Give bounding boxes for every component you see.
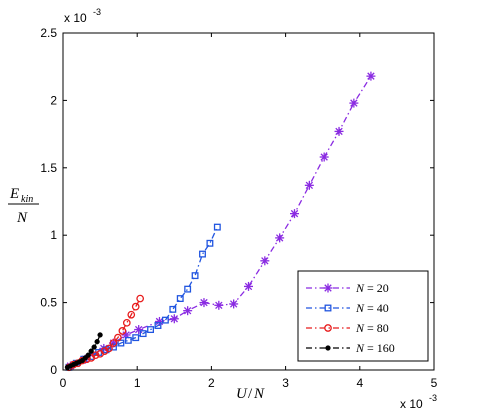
data-point — [85, 352, 91, 358]
y-tick-label: 1 — [50, 228, 57, 242]
x-tick-label: 3 — [282, 376, 289, 390]
data-point — [131, 302, 140, 311]
data-point — [319, 152, 329, 162]
x-tick-label: 2 — [208, 376, 215, 390]
data-point — [366, 71, 376, 81]
x-axis-label-den: N — [253, 386, 265, 402]
data-point — [169, 305, 177, 313]
data-point — [139, 330, 147, 338]
legend-entry-40: N = 40 — [306, 301, 389, 315]
legend-label: N = 80 — [355, 321, 389, 335]
legend-label: N = 40 — [355, 301, 389, 315]
data-point — [214, 300, 224, 310]
data-point — [114, 333, 122, 342]
data-point — [132, 334, 140, 342]
legend-marker — [325, 345, 331, 351]
data-point — [290, 209, 300, 219]
y-axis-label-sub: kin — [21, 194, 33, 205]
plot-layer — [64, 71, 376, 372]
legend-entry-80: N = 80 — [306, 321, 389, 335]
legend-entry-20: N = 20 — [306, 281, 389, 295]
legend-marker — [323, 283, 333, 293]
x-tick-label: 1 — [134, 376, 141, 390]
data-point — [206, 239, 214, 247]
x-axis-label: U / N — [236, 386, 265, 402]
data-point — [117, 339, 125, 347]
data-point — [110, 343, 117, 351]
x-multiplier: x 10 -3 — [400, 393, 437, 411]
ticks-layer: 0 1 2 3 4 5 0 0.5 1 1.5 2 2.5 — [40, 26, 437, 390]
y-tick-label: 0 — [50, 363, 57, 377]
data-point — [161, 316, 169, 324]
data-point — [260, 256, 270, 266]
data-point — [91, 344, 97, 350]
data-point — [275, 233, 285, 243]
x-axis-label-sep: / — [248, 386, 253, 402]
x-axis-label-main: U — [236, 386, 248, 402]
x-multiplier-base: x 10 — [400, 397, 423, 411]
data-point — [105, 344, 113, 353]
data-point — [334, 126, 344, 136]
data-point — [97, 332, 103, 338]
data-point — [183, 306, 193, 316]
y-axis-label-den: N — [16, 210, 28, 226]
data-point — [91, 351, 100, 360]
legend-marker — [324, 324, 332, 332]
legend-entry-160: N = 160 — [306, 341, 395, 355]
x-multiplier-exp: -3 — [429, 393, 437, 403]
legend-box — [297, 270, 429, 362]
y-tick-label: 1.5 — [40, 161, 57, 175]
y-tick-label: 2.5 — [40, 26, 57, 40]
plot-frame — [62, 32, 435, 371]
data-point — [169, 314, 179, 324]
y-axis-label: E kin N — [8, 186, 39, 226]
data-point — [176, 295, 184, 303]
y-multiplier: x 10 -3 — [64, 7, 101, 25]
data-point — [136, 294, 145, 303]
data-point — [88, 348, 94, 354]
data-point — [199, 298, 209, 308]
data-point — [154, 322, 162, 329]
y-axis-label-main: E — [9, 186, 19, 202]
y-tick-label: 0.5 — [40, 296, 57, 310]
legend-marker — [324, 304, 332, 312]
x-tick-label: 0 — [60, 376, 67, 390]
data-point — [199, 250, 206, 258]
data-point — [304, 180, 314, 190]
y-multiplier-exp: -3 — [93, 7, 101, 17]
data-point — [134, 325, 144, 335]
y-tick-label: 2 — [50, 93, 57, 107]
data-point — [94, 339, 100, 345]
legend-label: N = 160 — [355, 341, 395, 355]
data-point — [213, 223, 221, 231]
data-point — [244, 281, 253, 291]
legend-items: N = 20 N = 40 N = 80 N = 160 — [306, 281, 395, 355]
data-point — [124, 336, 132, 344]
x-tick-label: 5 — [431, 376, 438, 390]
legend-label: N = 20 — [355, 281, 389, 295]
data-point — [122, 318, 131, 327]
y-multiplier-base: x 10 — [64, 11, 87, 25]
series-160 — [64, 332, 103, 370]
x-tick-label: 4 — [356, 376, 363, 390]
data-point — [229, 299, 239, 309]
data-point — [184, 285, 192, 293]
data-point — [191, 272, 199, 280]
data-point — [349, 98, 359, 108]
legend: N = 20 N = 40 N = 80 N = 160 — [297, 270, 429, 362]
data-point — [147, 326, 155, 334]
data-point — [118, 327, 127, 335]
data-point — [109, 339, 118, 347]
data-point — [127, 310, 136, 319]
